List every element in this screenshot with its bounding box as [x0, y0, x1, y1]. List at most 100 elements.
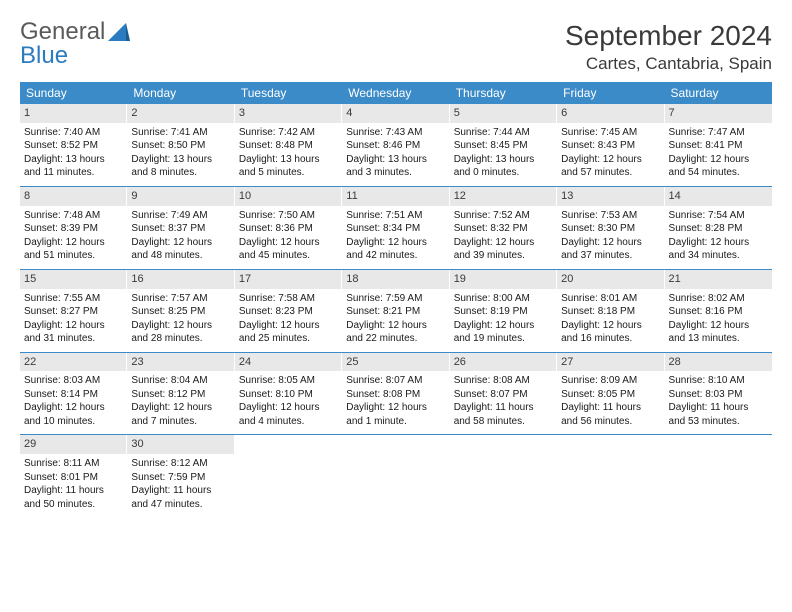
day-cell-empty: [557, 435, 664, 517]
day-number: 12: [450, 187, 557, 206]
day-cell: 23Sunrise: 8:04 AMSunset: 8:12 PMDayligh…: [127, 353, 234, 435]
daylight-line: Daylight: 12 hours: [131, 401, 230, 415]
day-body: Sunrise: 7:44 AMSunset: 8:45 PMDaylight:…: [450, 123, 557, 186]
sunset-line: Sunset: 8:50 PM: [131, 139, 230, 153]
daylight-line: Daylight: 12 hours: [454, 319, 553, 333]
daylight-line: Daylight: 13 hours: [24, 153, 123, 167]
sunset-line: Sunset: 8:07 PM: [454, 388, 553, 402]
location: Cartes, Cantabria, Spain: [565, 54, 772, 74]
day-number: 21: [665, 270, 772, 289]
day-number: 6: [557, 104, 664, 123]
day-body: Sunrise: 7:51 AMSunset: 8:34 PMDaylight:…: [342, 206, 449, 269]
daylight-line: Daylight: 12 hours: [346, 319, 445, 333]
day-cell: 20Sunrise: 8:01 AMSunset: 8:18 PMDayligh…: [557, 270, 664, 352]
day-number: 4: [342, 104, 449, 123]
daylight-line: Daylight: 12 hours: [24, 401, 123, 415]
sunset-line: Sunset: 8:10 PM: [239, 388, 338, 402]
daylight-line: and 51 minutes.: [24, 249, 123, 263]
sunrise-line: Sunrise: 8:10 AM: [669, 374, 768, 388]
title-block: September 2024 Cartes, Cantabria, Spain: [565, 20, 772, 74]
day-number: 3: [235, 104, 342, 123]
day-cell: 19Sunrise: 8:00 AMSunset: 8:19 PMDayligh…: [450, 270, 557, 352]
day-number: 17: [235, 270, 342, 289]
sunset-line: Sunset: 8:18 PM: [561, 305, 660, 319]
day-body: Sunrise: 7:50 AMSunset: 8:36 PMDaylight:…: [235, 206, 342, 269]
day-number: 22: [20, 353, 127, 372]
daylight-line: Daylight: 13 hours: [131, 153, 230, 167]
sunrise-line: Sunrise: 7:52 AM: [454, 209, 553, 223]
sunrise-line: Sunrise: 8:11 AM: [24, 457, 123, 471]
daylight-line: Daylight: 13 hours: [346, 153, 445, 167]
sunrise-line: Sunrise: 7:51 AM: [346, 209, 445, 223]
daylight-line: Daylight: 12 hours: [24, 319, 123, 333]
sunrise-line: Sunrise: 7:57 AM: [131, 292, 230, 306]
sunrise-line: Sunrise: 7:42 AM: [239, 126, 338, 140]
sunset-line: Sunset: 8:41 PM: [669, 139, 768, 153]
day-cell: 2Sunrise: 7:41 AMSunset: 8:50 PMDaylight…: [127, 104, 234, 186]
day-body: Sunrise: 7:55 AMSunset: 8:27 PMDaylight:…: [20, 289, 127, 352]
sail-icon: [108, 23, 130, 43]
sunrise-line: Sunrise: 7:58 AM: [239, 292, 338, 306]
day-cell: 12Sunrise: 7:52 AMSunset: 8:32 PMDayligh…: [450, 187, 557, 269]
day-cell-empty: [235, 435, 342, 517]
day-cell: 6Sunrise: 7:45 AMSunset: 8:43 PMDaylight…: [557, 104, 664, 186]
daylight-line: and 58 minutes.: [454, 415, 553, 429]
day-number: 18: [342, 270, 449, 289]
week-row: 15Sunrise: 7:55 AMSunset: 8:27 PMDayligh…: [20, 270, 772, 353]
daylight-line: Daylight: 12 hours: [131, 236, 230, 250]
day-cell: 8Sunrise: 7:48 AMSunset: 8:39 PMDaylight…: [20, 187, 127, 269]
sunrise-line: Sunrise: 7:54 AM: [669, 209, 768, 223]
sunset-line: Sunset: 8:32 PM: [454, 222, 553, 236]
day-number: 29: [20, 435, 127, 454]
daylight-line: and 19 minutes.: [454, 332, 553, 346]
day-body: Sunrise: 7:48 AMSunset: 8:39 PMDaylight:…: [20, 206, 127, 269]
sunset-line: Sunset: 8:21 PM: [346, 305, 445, 319]
day-header: Tuesday: [235, 82, 342, 104]
daylight-line: Daylight: 12 hours: [239, 236, 338, 250]
sunset-line: Sunset: 8:25 PM: [131, 305, 230, 319]
daylight-line: Daylight: 12 hours: [669, 236, 768, 250]
sunset-line: Sunset: 8:12 PM: [131, 388, 230, 402]
sunrise-line: Sunrise: 8:08 AM: [454, 374, 553, 388]
day-body: Sunrise: 8:11 AMSunset: 8:01 PMDaylight:…: [20, 454, 127, 517]
day-header: Friday: [557, 82, 664, 104]
day-cell: 1Sunrise: 7:40 AMSunset: 8:52 PMDaylight…: [20, 104, 127, 186]
daylight-line: Daylight: 11 hours: [131, 484, 230, 498]
day-body: Sunrise: 7:40 AMSunset: 8:52 PMDaylight:…: [20, 123, 127, 186]
sunrise-line: Sunrise: 7:49 AM: [131, 209, 230, 223]
day-number: 15: [20, 270, 127, 289]
day-cell-empty: [665, 435, 772, 517]
day-cell: 26Sunrise: 8:08 AMSunset: 8:07 PMDayligh…: [450, 353, 557, 435]
day-cell: 29Sunrise: 8:11 AMSunset: 8:01 PMDayligh…: [20, 435, 127, 517]
sunrise-line: Sunrise: 8:01 AM: [561, 292, 660, 306]
day-number: 28: [665, 353, 772, 372]
day-number: 1: [20, 104, 127, 123]
day-cell: 24Sunrise: 8:05 AMSunset: 8:10 PMDayligh…: [235, 353, 342, 435]
day-cell: 4Sunrise: 7:43 AMSunset: 8:46 PMDaylight…: [342, 104, 449, 186]
daylight-line: Daylight: 12 hours: [561, 319, 660, 333]
daylight-line: Daylight: 13 hours: [239, 153, 338, 167]
sunset-line: Sunset: 8:19 PM: [454, 305, 553, 319]
daylight-line: and 7 minutes.: [131, 415, 230, 429]
sunrise-line: Sunrise: 7:55 AM: [24, 292, 123, 306]
sunset-line: Sunset: 8:30 PM: [561, 222, 660, 236]
day-number: 9: [127, 187, 234, 206]
daylight-line: and 1 minute.: [346, 415, 445, 429]
daylight-line: and 37 minutes.: [561, 249, 660, 263]
daylight-line: and 31 minutes.: [24, 332, 123, 346]
day-cell: 30Sunrise: 8:12 AMSunset: 7:59 PMDayligh…: [127, 435, 234, 517]
day-cell: 25Sunrise: 8:07 AMSunset: 8:08 PMDayligh…: [342, 353, 449, 435]
day-cell: 3 Sunrise: 7:42 AMSunset: 8:48 PMDaylight…: [235, 104, 342, 186]
daylight-line: and 50 minutes.: [24, 498, 123, 512]
day-number: 27: [557, 353, 664, 372]
daylight-line: and 3 minutes.: [346, 166, 445, 180]
logo-word-general: General: [20, 18, 105, 45]
sunset-line: Sunset: 8:48 PM: [239, 139, 338, 153]
sunset-line: Sunset: 8:45 PM: [454, 139, 553, 153]
day-body: Sunrise: 7:43 AMSunset: 8:46 PMDaylight:…: [342, 123, 449, 186]
day-header: Thursday: [450, 82, 557, 104]
daylight-line: and 47 minutes.: [131, 498, 230, 512]
sunrise-line: Sunrise: 7:47 AM: [669, 126, 768, 140]
day-cell: 22Sunrise: 8:03 AMSunset: 8:14 PMDayligh…: [20, 353, 127, 435]
day-number: 11: [342, 187, 449, 206]
